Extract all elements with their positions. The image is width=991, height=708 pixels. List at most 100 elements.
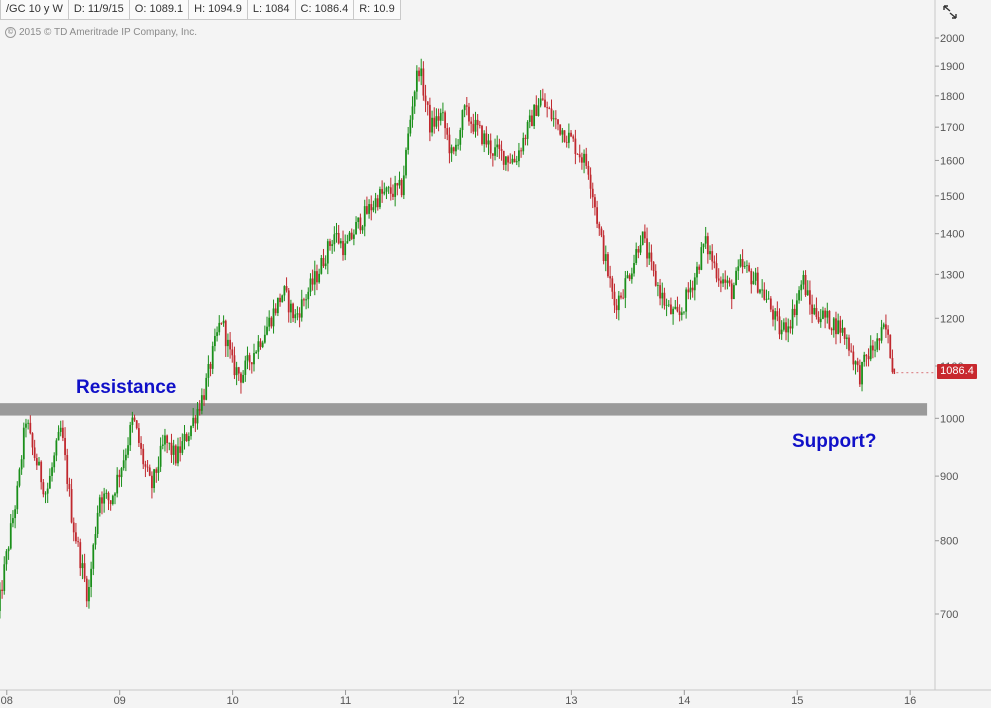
candle-body-up [746, 265, 748, 267]
candle-body-up [882, 324, 885, 328]
y-tick-label: 2000 [940, 33, 964, 45]
candle-body-down [31, 433, 34, 448]
candle-body-down [811, 304, 813, 315]
candle-body-up [255, 351, 258, 354]
candle-body-up [604, 254, 607, 261]
candle-body-down [298, 313, 301, 318]
candle-body-up [533, 104, 536, 126]
candle-body-down [498, 144, 501, 150]
candle-body-up [296, 313, 299, 315]
candle-body-down [848, 337, 850, 351]
candle-body-down [287, 290, 290, 313]
candle-body-down [137, 428, 140, 443]
candle-body-up [567, 132, 570, 143]
candle-body-up [845, 337, 848, 339]
candle-body-down [468, 106, 470, 122]
candle-body-up [172, 445, 175, 455]
copyright-text: 2015 © TD Ameritrade IP Company, Inc. [19, 27, 198, 38]
candle-body-down [109, 500, 112, 505]
candle-body-down [524, 137, 527, 139]
candle-body-up [309, 278, 312, 292]
expand-arrows-icon[interactable] [941, 4, 959, 20]
high-label: H: 1094.9 [188, 0, 248, 20]
candle-body-down [724, 279, 727, 283]
candle-body-up [25, 423, 27, 428]
candle-body-down [101, 497, 103, 504]
candle-body-up [526, 121, 529, 139]
candle-body-up [164, 435, 166, 445]
y-tick-label: 900 [940, 471, 958, 483]
candle-body-down [174, 445, 177, 464]
candle-body-up [518, 150, 520, 162]
candle-body-down [142, 448, 145, 465]
candle-body-up [363, 206, 366, 227]
candle-body-down [541, 98, 544, 100]
candle-body-up [641, 231, 644, 245]
candle-body-up [372, 207, 375, 211]
candle-body-up [791, 308, 794, 329]
candle-body-down [891, 358, 894, 373]
candle-body-up [116, 474, 119, 494]
candle-body-down [598, 223, 601, 229]
candle-body-down [713, 261, 716, 264]
candle-body-up [439, 112, 442, 121]
candle-body-down [772, 309, 774, 320]
candle-body-down [476, 119, 479, 125]
candle-body-up [326, 241, 329, 264]
candle-body-up [124, 454, 127, 461]
candle-body-down [66, 455, 69, 484]
candle-body-up [300, 299, 303, 318]
candle-body-down [565, 141, 568, 143]
candle-body-down [602, 235, 605, 261]
candle-body-down [650, 252, 653, 262]
candle-body-up [624, 278, 627, 298]
candle-body-up [798, 290, 800, 301]
candle-body-up [9, 523, 12, 549]
candle-body-down [769, 298, 772, 310]
y-tick-label: 1200 [940, 313, 964, 325]
candle-body-down [531, 115, 533, 126]
candle-body-down [858, 365, 861, 385]
candle-body-up [20, 459, 23, 470]
candle-body-up [874, 349, 876, 351]
candle-body-down [574, 138, 577, 155]
candle-body-down [481, 125, 483, 145]
candle-body-up [268, 317, 271, 327]
candle-body-up [733, 285, 735, 300]
candle-body-down [563, 130, 566, 142]
symbol-label[interactable]: /GC 10 y W [0, 0, 69, 20]
candle-body-up [218, 322, 221, 333]
candle-body-down [594, 197, 596, 208]
open-label: O: 1089.1 [128, 0, 190, 20]
candle-body-up [413, 91, 416, 107]
candle-body-up [374, 198, 377, 208]
candle-body-down [809, 290, 811, 305]
candle-body-up [494, 147, 496, 156]
candle-body-up [407, 133, 410, 150]
candle-body-down [607, 254, 609, 277]
candle-body-up [398, 179, 401, 186]
candle-body-down [33, 447, 36, 459]
candle-body-up [528, 115, 531, 122]
candle-body-up [455, 144, 457, 152]
candle-body-up [294, 314, 297, 319]
candle-body-up [819, 318, 822, 323]
candle-body-down [292, 303, 294, 319]
candle-body-down [42, 482, 45, 495]
candle-body-down [867, 356, 870, 360]
candle-body-down [185, 433, 188, 442]
candle-body-down [852, 351, 855, 365]
candle-body-up [487, 140, 490, 145]
candle-body-down [835, 318, 837, 335]
y-tick-label: 1000 [940, 413, 964, 425]
candle-body-down [170, 442, 173, 455]
candle-body-up [552, 118, 555, 120]
candle-body-up [483, 133, 486, 145]
candle-body-up [385, 187, 388, 192]
candle-body-down [620, 295, 622, 298]
candle-body-up [802, 274, 805, 285]
candle-body-up [759, 289, 761, 293]
candle-body-up [800, 284, 803, 291]
